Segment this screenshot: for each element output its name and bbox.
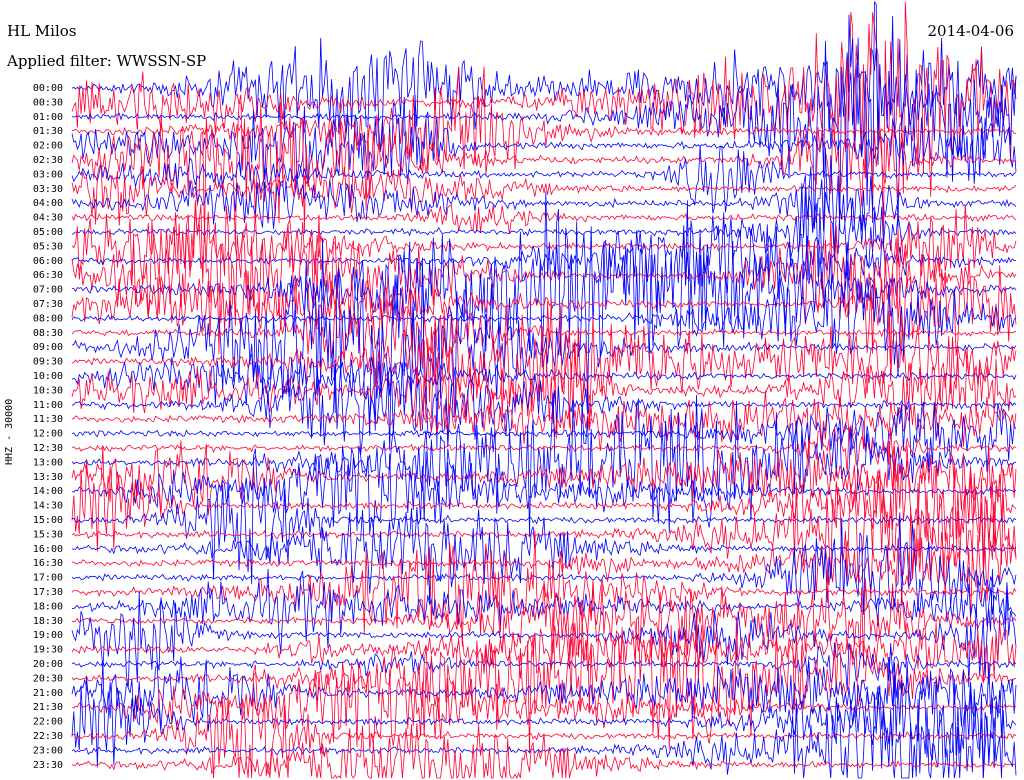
seismic-trace	[71, 440, 1017, 516]
row-time-label: 22:30	[33, 731, 63, 742]
row-time-label: 15:30	[33, 529, 63, 540]
seismic-trace	[71, 298, 1017, 428]
row-time-label: 07:00	[33, 285, 63, 296]
row-time-label: 14:30	[33, 501, 63, 512]
row-time-label: 08:30	[33, 328, 63, 339]
row-time-label: 12:30	[33, 443, 63, 454]
row-time-label: 20:00	[33, 659, 63, 670]
row-time-label: 16:00	[33, 544, 63, 555]
seismic-trace	[71, 227, 1017, 364]
seismic-trace	[71, 212, 1017, 312]
row-time-label: 00:30	[33, 97, 63, 108]
row-time-label: 18:00	[33, 601, 63, 612]
seismic-trace	[71, 145, 1017, 214]
row-time-label: 21:30	[33, 702, 63, 713]
seismic-trace	[71, 390, 1017, 455]
row-time-label: 05:30	[33, 241, 63, 252]
row-time-label: 10:00	[33, 371, 63, 382]
seismic-trace	[71, 642, 1017, 691]
seismic-trace	[71, 664, 1017, 779]
row-time-label: 06:30	[33, 270, 63, 281]
row-time-label: 19:30	[33, 645, 63, 656]
row-time-label: 23:30	[33, 760, 63, 771]
seismic-trace	[71, 722, 1017, 780]
seismic-trace	[71, 530, 1017, 647]
seismic-trace	[71, 569, 1017, 669]
row-time-label: 17:00	[33, 573, 63, 584]
row-time-label: 02:00	[33, 141, 63, 152]
row-time-label: 10:30	[33, 385, 63, 396]
row-time-label: 13:30	[33, 472, 63, 483]
station-title: HL Milos	[7, 22, 77, 40]
seismic-trace	[71, 339, 1017, 439]
seismic-trace	[71, 94, 1017, 247]
seismic-trace	[71, 622, 1017, 685]
row-time-label: 09:30	[33, 357, 63, 368]
seismic-trace	[71, 0, 1017, 230]
date-label: 2014-04-06	[927, 22, 1014, 40]
seismic-trace	[71, 445, 1017, 535]
seismic-trace	[71, 94, 1017, 187]
seismic-trace	[71, 568, 1017, 688]
row-time-label: 20:30	[33, 673, 63, 684]
row-time-label: 12:00	[33, 429, 63, 440]
seismic-trace	[71, 362, 1017, 455]
row-time-label: 14:00	[33, 486, 63, 497]
row-time-label: 13:00	[33, 457, 63, 468]
seismic-trace	[71, 426, 1017, 475]
row-time-label: 06:00	[33, 256, 63, 267]
seismic-trace	[71, 656, 1017, 732]
seismic-trace	[71, 568, 1017, 654]
filter-label: Applied filter: WWSSN-SP	[7, 52, 207, 70]
row-time-label: 07:30	[33, 299, 63, 310]
seismic-trace	[72, 66, 1017, 175]
seismic-trace	[71, 661, 1017, 751]
row-time-label: 08:00	[33, 313, 63, 324]
row-time-label: 05:00	[33, 227, 63, 238]
row-time-label: 21:00	[33, 688, 63, 699]
seismic-trace	[71, 204, 1017, 286]
row-time-label: 00:00	[33, 83, 63, 94]
row-time-label: 02:30	[33, 155, 63, 166]
seismic-trace	[71, 506, 1017, 603]
row-time-label: 17:30	[33, 587, 63, 598]
seismic-trace	[71, 400, 1017, 472]
seismic-trace	[71, 147, 1017, 252]
seismic-trace	[71, 448, 1017, 585]
row-time-label: 22:00	[33, 717, 63, 728]
row-time-label: 03:30	[33, 184, 63, 195]
row-time-label: 19:00	[33, 630, 63, 641]
row-time-label: 18:30	[33, 616, 63, 627]
row-time-label: 01:00	[33, 112, 63, 123]
seismic-trace	[71, 288, 1017, 369]
seismic-trace	[71, 512, 1017, 627]
row-time-label: 16:30	[33, 558, 63, 569]
seismic-trace	[71, 392, 1017, 538]
row-time-label: 11:00	[33, 400, 63, 411]
row-time-label: 09:00	[33, 342, 63, 353]
seismic-trace	[71, 237, 1017, 451]
row-time-label: 04:00	[33, 198, 63, 209]
seismic-trace	[71, 689, 1017, 779]
seismic-trace	[71, 162, 1017, 226]
row-time-label: 23:00	[33, 745, 63, 756]
seismic-trace	[71, 204, 1017, 235]
seismic-trace	[71, 37, 1017, 152]
row-time-label: 15:00	[33, 515, 63, 526]
row-time-label: 03:00	[33, 169, 63, 180]
seismic-trace	[71, 353, 1017, 406]
seismic-trace	[71, 166, 1017, 279]
row-time-label: 04:30	[33, 213, 63, 224]
seismic-trace	[71, 661, 1017, 779]
row-time-label: 01:30	[33, 126, 63, 137]
row-time-label: 11:30	[33, 414, 63, 425]
